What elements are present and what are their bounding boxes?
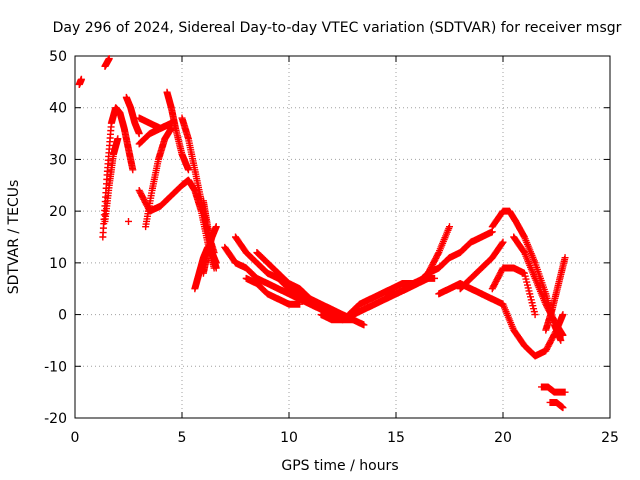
data-point-markers [163, 88, 192, 174]
data-point-markers [101, 135, 122, 225]
series-track-q [232, 233, 314, 303]
series-track-e [122, 93, 143, 138]
data-point-markers [142, 124, 175, 231]
x-axis-label: GPS time / hours [281, 458, 398, 474]
data-point-markers [488, 264, 539, 319]
plot-frame [74, 55, 611, 419]
y-tick-label: 0 [58, 308, 67, 324]
y-tick-label: 30 [49, 152, 67, 168]
data-point-markers [413, 228, 496, 288]
series-track-s [253, 249, 357, 324]
x-tick-label: 10 [280, 430, 298, 446]
y-tick-label: -10 [44, 359, 67, 375]
data-point-markers [546, 398, 567, 412]
chart-title: Day 296 of 2024, Sidereal Day-to-day VTE… [53, 20, 622, 36]
series-track-d [101, 135, 122, 225]
grid-lines [75, 56, 610, 418]
y-tick-label: 10 [49, 256, 67, 272]
series-track-f [125, 217, 132, 225]
data-point-markers [75, 75, 85, 88]
series-track-ae [538, 383, 569, 396]
y-tick-label: -20 [44, 411, 67, 427]
series-track-j [142, 124, 175, 231]
series-track-a [75, 75, 85, 88]
series-track-af [546, 398, 567, 412]
data-point-markers [510, 233, 567, 339]
series-track-o [199, 223, 220, 277]
y-tick-label: 20 [49, 204, 67, 220]
data-point-markers [242, 274, 304, 308]
x-tick-label: 25 [601, 430, 619, 446]
y-axis-label: SDTVAR / TECUs [6, 180, 22, 295]
series-track-aa [488, 264, 539, 319]
series-track-y [456, 238, 507, 293]
data-point-markers [253, 249, 357, 324]
y-tick-label: 50 [49, 49, 67, 65]
data-point-markers [135, 114, 175, 132]
data-point-markers [456, 238, 507, 293]
series-track-ad [542, 254, 569, 334]
axis-ticks: 0 5 10 15 20 25 -20 -10 0 10 20 30 40 50 [44, 49, 619, 446]
series-track-b [101, 55, 113, 70]
data-point-markers [542, 254, 569, 334]
x-tick-label: 20 [494, 430, 512, 446]
data-point-markers [538, 383, 569, 396]
data-point-markers [232, 233, 314, 303]
series-track-w [413, 228, 496, 288]
series-track-ac [510, 233, 567, 339]
data-point-markers [199, 223, 220, 277]
series-track-i [135, 114, 175, 132]
x-tick-label: 5 [178, 430, 187, 446]
series-track-r [242, 274, 304, 308]
x-tick-label: 0 [71, 430, 80, 446]
series-track-k [163, 88, 192, 174]
data-point-markers [122, 93, 143, 138]
data-point-markers [101, 55, 113, 70]
y-tick-label: 40 [49, 101, 67, 117]
x-tick-label: 15 [387, 430, 405, 446]
data-points [75, 55, 569, 412]
data-point-markers [125, 217, 132, 225]
